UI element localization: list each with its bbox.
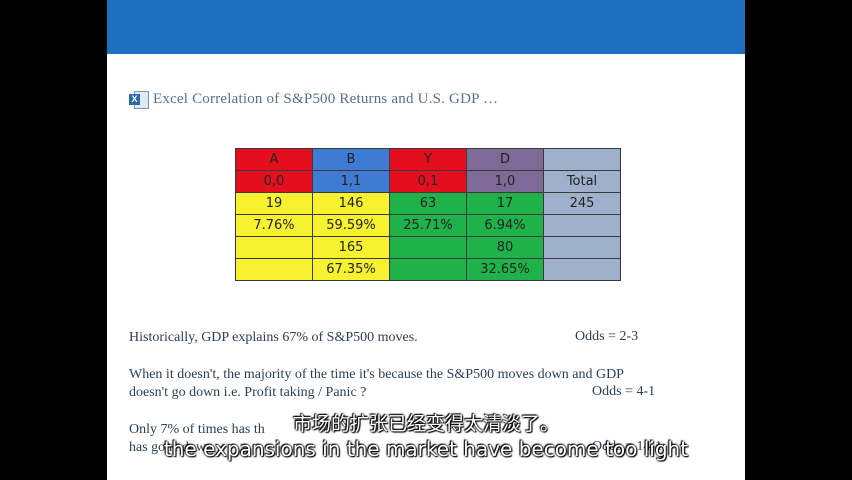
excel-icon: X	[129, 90, 149, 109]
correlation-table: A B Y D 0,0 1,1 0,1 1,0 Total 19 146 63 17 245 7.76% 59…	[235, 148, 621, 281]
table-cell: 1,0	[466, 170, 544, 193]
table-cell: A	[235, 148, 313, 171]
table-cell: 17	[466, 192, 544, 215]
table-row: 165 80	[235, 236, 621, 259]
table-cell: 146	[312, 192, 390, 215]
table-cell: 0,0	[235, 170, 313, 193]
table-cell: 0,1	[389, 170, 467, 193]
odds-3: Odds = 14-1	[592, 439, 663, 454]
slide-title: Excel Correlation of S&P500 Returns and …	[153, 90, 499, 107]
table-cell: 245	[543, 192, 621, 215]
table-cell: 7.76%	[235, 214, 313, 237]
table-cell: 6.94%	[466, 214, 544, 237]
subtitle-english: the expansions in the market have become…	[163, 437, 689, 461]
table-cell: 63	[389, 192, 467, 215]
paragraph-1: Historically, GDP explains 67% of S&P500…	[129, 330, 418, 345]
table-row: 7.76% 59.59% 25.71% 6.94%	[235, 214, 621, 237]
table-cell	[543, 214, 621, 237]
table-cell: 25.71%	[389, 214, 467, 237]
table-row: 0,0 1,1 0,1 1,0 Total	[235, 170, 621, 193]
table-row: 67.35% 32.65%	[235, 258, 621, 281]
paragraph-2-line-2: doesn't go down i.e. Profit taking / Pan…	[129, 385, 367, 400]
slide-title-row: X Excel Correlation of S&P500 Returns an…	[129, 88, 498, 110]
table-cell: B	[312, 148, 390, 171]
odds-1: Odds = 2-3	[575, 329, 639, 344]
table-cell: 19	[235, 192, 313, 215]
subtitle-chinese: 市场的扩张已经变得太清淡了。	[292, 413, 559, 435]
table-cell: 165	[312, 236, 390, 259]
table-cell	[543, 148, 621, 171]
table-cell: 32.65%	[466, 258, 544, 281]
table-cell	[389, 236, 467, 259]
slide-header-bar	[107, 0, 745, 54]
paragraph-2-line-1: When it doesn't, the majority of the tim…	[129, 367, 624, 382]
table-cell	[235, 258, 313, 281]
table-cell: 80	[466, 236, 544, 259]
table-cell	[543, 258, 621, 281]
table-cell: 59.59%	[312, 214, 390, 237]
table-cell: Y	[389, 148, 467, 171]
table-cell	[543, 236, 621, 259]
table-cell	[235, 236, 313, 259]
table-cell: 1,1	[312, 170, 390, 193]
table-cell: D	[466, 148, 544, 171]
paragraph-3-line-2: has gone down	[129, 440, 213, 455]
table-cell: Total	[543, 170, 621, 193]
table-row: 19 146 63 17 245	[235, 192, 621, 215]
paragraph-3-line-1: Only 7% of times has th	[129, 422, 265, 437]
table-cell	[389, 258, 467, 281]
slide: X Excel Correlation of S&P500 Returns an…	[107, 0, 745, 480]
odds-2: Odds = 4-1	[592, 384, 656, 399]
table-cell: 67.35%	[312, 258, 390, 281]
